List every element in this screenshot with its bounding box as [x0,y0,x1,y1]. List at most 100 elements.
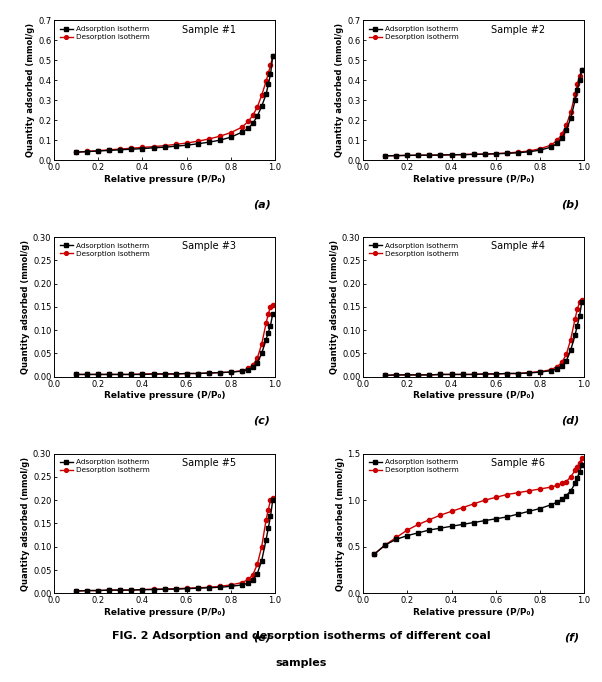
Desorption isotherm [481,150,488,158]
Desorption isotherm [128,370,135,379]
Line: Desorption isotherm: Desorption isotherm [372,456,584,557]
Desorption isotherm [249,361,256,369]
Desorption isotherm [437,151,444,159]
Adsorption isotherm [227,368,234,376]
Adsorption isotherm [470,150,477,158]
Adsorption isotherm [536,368,544,376]
Adsorption isotherm [426,371,433,379]
Adsorption isotherm [459,520,466,529]
Desorption isotherm [514,370,521,378]
Line: Adsorption isotherm: Adsorption isotherm [74,498,275,593]
Adsorption isotherm [525,507,532,516]
Desorption isotherm [150,143,157,151]
Text: (b): (b) [561,199,580,209]
Desorption isotherm [525,147,532,155]
Desorption isotherm [437,511,444,519]
Adsorption isotherm [183,370,190,378]
Adsorption isotherm [448,522,455,531]
Text: (c): (c) [253,416,270,426]
Desorption isotherm [106,146,113,154]
Adsorption isotherm [172,142,179,150]
Desorption isotherm [245,117,252,125]
Adsorption isotherm [150,370,157,378]
Adsorption isotherm [128,370,135,379]
Adsorption isotherm [563,126,570,134]
Adsorption isotherm [558,134,565,143]
Adsorption isotherm [238,581,246,589]
Adsorption isotherm [194,370,201,378]
Y-axis label: Quantity adsorbed (mmol/g): Quantity adsorbed (mmol/g) [335,23,344,158]
Adsorption isotherm [470,370,477,379]
Line: Desorption isotherm: Desorption isotherm [74,303,275,376]
Desorption isotherm [194,370,201,378]
Text: (d): (d) [561,416,580,426]
Line: Desorption isotherm: Desorption isotherm [383,298,584,377]
Desorption isotherm [426,151,433,160]
Desorption isotherm [426,371,433,379]
Adsorption isotherm [269,53,276,61]
Adsorption isotherm [514,149,521,157]
Desorption isotherm [470,150,477,158]
Desorption isotherm [227,128,234,136]
Desorption isotherm [426,516,433,524]
Desorption isotherm [95,147,102,155]
Adsorption isotherm [258,349,265,357]
Desorption isotherm [459,370,466,379]
Adsorption isotherm [227,133,234,141]
Desorption isotherm [492,493,499,501]
Adsorption isotherm [150,144,157,152]
Desorption isotherm [269,301,276,309]
Adsorption isotherm [73,587,80,595]
Adsorption isotherm [547,143,554,151]
Desorption isotherm [216,132,223,140]
Desorption isotherm [382,541,389,549]
Adsorption isotherm [574,86,581,94]
Desorption isotherm [558,358,565,366]
X-axis label: Relative pressure (P/P₀): Relative pressure (P/P₀) [413,391,535,400]
Desorption isotherm [265,505,272,514]
Desorption isotherm [574,305,581,313]
Adsorption isotherm [574,321,581,329]
Adsorption isotherm [265,329,272,337]
Adsorption isotherm [547,501,554,509]
X-axis label: Relative pressure (P/P₀): Relative pressure (P/P₀) [104,391,225,400]
Desorption isotherm [571,466,579,475]
Adsorption isotherm [547,367,554,375]
Desorption isotherm [536,485,544,493]
Desorption isotherm [150,370,157,378]
Desorption isotherm [238,578,246,587]
Adsorption isotherm [73,148,80,156]
Desorption isotherm [84,147,91,155]
Y-axis label: Quantity adsorbed (mmol/g): Quantity adsorbed (mmol/g) [335,456,344,591]
Adsorption isotherm [194,140,201,148]
Adsorption isotherm [216,136,223,145]
Desorption isotherm [492,370,499,378]
Desorption isotherm [106,586,113,594]
Desorption isotherm [139,143,146,151]
Adsorption isotherm [238,128,246,136]
Desorption isotherm [571,90,579,98]
Adsorption isotherm [245,366,252,374]
Adsorption isotherm [503,149,510,158]
Adsorption isotherm [249,364,256,372]
Adsorption isotherm [503,370,510,378]
Adsorption isotherm [558,495,565,503]
Desorption isotherm [95,370,102,379]
Desorption isotherm [95,587,102,595]
Desorption isotherm [563,477,570,486]
Adsorption isotherm [576,312,583,321]
Desorption isotherm [73,370,80,379]
Desorption isotherm [205,369,213,377]
Y-axis label: Quantity adsorbed (mmol/g): Quantity adsorbed (mmol/g) [21,240,30,374]
Desorption isotherm [128,586,135,594]
Desorption isotherm [393,151,400,160]
Adsorption isotherm [245,579,252,587]
Desorption isotherm [536,145,544,153]
Desorption isotherm [567,336,574,344]
Desorption isotherm [128,144,135,152]
Adsorption isotherm [128,145,135,153]
Adsorption isotherm [258,557,265,565]
Adsorption isotherm [253,359,261,367]
Desorption isotherm [238,123,246,132]
Adsorption isotherm [525,148,532,156]
